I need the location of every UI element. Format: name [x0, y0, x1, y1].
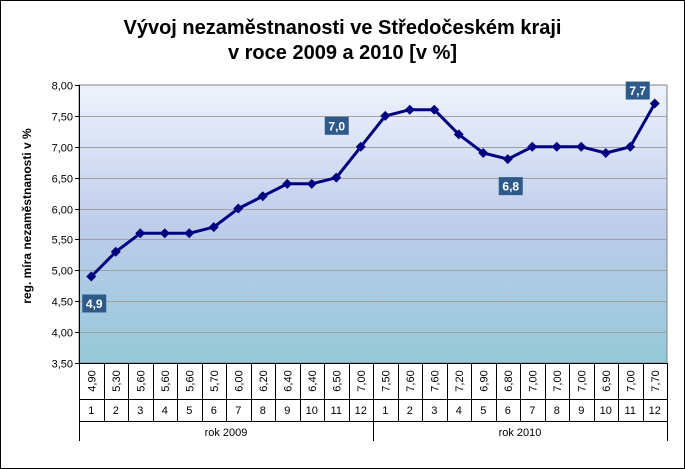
callout-label: 7,7 [629, 84, 646, 98]
month-label: 11 [625, 405, 636, 417]
y-tick-label: 4,50 [52, 297, 73, 309]
table-value-label: 5,60 [184, 370, 196, 391]
year-group-label: rok 2010 [499, 427, 542, 439]
month-label: 2 [113, 405, 119, 417]
data-point [625, 141, 636, 152]
y-tick-label: 7,00 [52, 143, 73, 155]
month-label: 7 [235, 405, 241, 417]
table-value-label: 7,60 [429, 370, 441, 391]
month-label: 1 [382, 405, 388, 417]
table-value-label: 6,50 [331, 370, 343, 391]
data-point [159, 228, 170, 239]
table-value-label: 7,20 [454, 370, 466, 391]
data-point [404, 104, 415, 115]
table-value-label: 7,50 [380, 370, 392, 391]
month-label: 1 [88, 405, 94, 417]
table-value-label: 7,00 [552, 370, 564, 391]
data-point [453, 129, 464, 140]
data-point [331, 172, 342, 183]
data-point [429, 104, 440, 115]
table-value-label: 6,40 [307, 370, 319, 391]
data-point [282, 178, 293, 189]
callout-box [625, 81, 650, 100]
data-point [208, 222, 219, 233]
month-label: 8 [260, 405, 266, 417]
table-value-label: 7,00 [356, 370, 368, 391]
month-label: 4 [162, 405, 168, 417]
y-tick-label: 6,50 [52, 174, 73, 186]
table-value-label: 6,00 [233, 370, 245, 391]
callout-label: 4,9 [86, 297, 103, 311]
month-label: 9 [578, 405, 584, 417]
chart-title: Vývoj nezaměstnanosti ve Středočeském kr… [0, 16, 685, 66]
table-value-label: 6,40 [282, 370, 294, 391]
callout-box [498, 177, 523, 196]
y-tick-label: 6,00 [52, 205, 73, 217]
callout-label: 6,8 [502, 180, 519, 194]
y-tick-label: 4,00 [52, 328, 73, 340]
month-label: 5 [186, 405, 192, 417]
y-tick-label: 8,00 [52, 81, 73, 93]
month-label: 10 [600, 405, 612, 417]
data-point [110, 246, 121, 257]
table-value-label: 7,00 [576, 370, 588, 391]
month-label: 10 [306, 405, 318, 417]
data-point [184, 228, 195, 239]
table-value-label: 7,70 [650, 370, 662, 391]
y-axis-label: reg. míra nezaměstnanosti v % [20, 128, 34, 304]
data-point [576, 141, 587, 152]
month-label: 5 [480, 405, 486, 417]
data-point [233, 203, 244, 214]
chart-title-line-2: v roce 2009 a 2010 [v %] [227, 42, 458, 64]
table-value-label: 5,60 [135, 370, 147, 391]
table-value-label: 7,00 [625, 370, 637, 391]
table-value-label: 5,30 [111, 370, 123, 391]
data-point [355, 141, 366, 152]
data-point [86, 271, 97, 282]
chart-title-line-1: Vývoj nezaměstnanosti ve Středočeském kr… [123, 17, 562, 39]
data-point [600, 147, 611, 158]
data-point [380, 110, 391, 121]
y-tick-label: 5,50 [52, 235, 73, 247]
month-label: 8 [554, 405, 560, 417]
table-value-label: 6,20 [258, 370, 270, 391]
data-point [551, 141, 562, 152]
callout-label: 7,0 [328, 119, 345, 133]
data-point [257, 191, 268, 202]
data-point [649, 98, 660, 109]
table-value-label: 4,90 [86, 370, 98, 391]
table-value-label: 6,90 [601, 370, 613, 391]
month-label: 2 [407, 405, 413, 417]
month-label: 11 [331, 405, 342, 417]
data-point [135, 228, 146, 239]
data-point [527, 141, 538, 152]
year-group-label: rok 2009 [205, 427, 248, 439]
month-label: 4 [456, 405, 462, 417]
plot-area [78, 84, 668, 364]
table-value-label: 6,80 [503, 370, 515, 391]
callout-box [324, 116, 349, 135]
month-label: 3 [137, 405, 143, 417]
callout-box [82, 294, 107, 313]
data-point [306, 178, 317, 189]
table-value-label: 7,60 [405, 370, 417, 391]
table-value-label: 5,60 [160, 370, 172, 391]
month-label: 3 [431, 405, 437, 417]
y-tick-label: 5,00 [52, 266, 73, 278]
table-value-label: 5,70 [209, 370, 221, 391]
table-value-label: 7,00 [527, 370, 539, 391]
y-tick-label: 3,50 [52, 359, 73, 371]
y-tick-label: 7,50 [52, 112, 73, 124]
month-label: 6 [211, 405, 217, 417]
month-label: 7 [529, 405, 535, 417]
table-value-label: 6,90 [478, 370, 490, 391]
data-point [502, 154, 513, 165]
month-label: 6 [505, 405, 511, 417]
month-label: 9 [284, 405, 290, 417]
month-label: 12 [355, 405, 367, 417]
data-point [478, 147, 489, 158]
month-label: 12 [649, 405, 661, 417]
